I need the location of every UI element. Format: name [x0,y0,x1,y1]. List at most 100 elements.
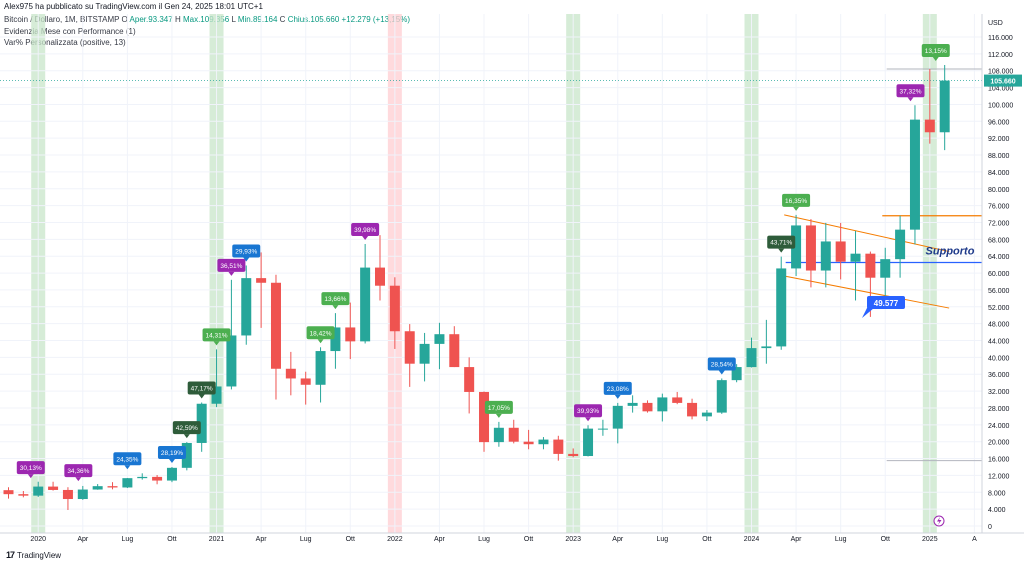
value-callout: 49.577 [862,296,905,318]
candle-body [196,403,207,443]
x-tick-label: Ott [881,536,890,543]
performance-label-text: 37,32% [899,88,921,95]
current-price-text: 105.660 [990,79,1015,86]
open-label: O [121,15,128,24]
lightning-icon [933,515,945,527]
candle [791,214,802,277]
candle [92,484,103,490]
performance-label-text: 39,98% [354,227,376,234]
symbol-name: Bitcoin / Dollaro, 1M, BITSTAMP [4,15,120,24]
candle [166,466,177,483]
performance-label-pointer [183,434,190,439]
grid [0,14,982,533]
candle-body [835,241,846,262]
candle-body [716,380,727,413]
performance-label-pointer [907,97,914,102]
performance-label-box [921,44,950,58]
performance-label: 13,66% [321,292,350,310]
low-label: L [231,15,236,24]
performance-label-pointer [793,206,800,211]
candle [701,410,712,422]
candle [538,437,549,450]
candle [672,391,683,405]
performance-label-pointer [168,458,175,463]
indicator-legend-1[interactable]: Evidenzia Mese con Performance (1) [4,27,136,36]
y-tick-label: 40.000 [988,355,1010,362]
x-tick-label: Lug [656,536,668,543]
performance-label-text: 29,93% [235,248,257,255]
performance-labels: 30,13% 34,36% 24,35% 28,19% 42,59% 47,17% 14,3… [16,44,975,482]
y-tick-label: 96.000 [988,119,1010,126]
performance-label: 37,32% [896,84,925,102]
candle-body [850,253,861,262]
candle-body [449,334,460,368]
performance-label-text: 16,35% [785,198,807,205]
candle-body [583,428,594,457]
x-tick-label: Ott [167,536,176,543]
performance-label-pointer [243,257,250,262]
performance-label-pointer [932,57,939,62]
x-tick-label: Lug [835,536,847,543]
y-tick-label: 0 [988,524,992,531]
candle-body [909,119,920,230]
candle [33,481,44,497]
candle [523,429,534,450]
support-text: Supporto [926,246,975,258]
y-tick-label: 24.000 [988,423,1010,430]
x-tick-label: 2023 [565,536,581,543]
performance-label-text: 34,36% [67,468,89,475]
performance-label: 43,71% [767,235,796,253]
candle-body [523,441,534,445]
candle-body [895,229,906,260]
candles [3,65,950,510]
symbol-legend[interactable]: Bitcoin / Dollaro, 1M, BITSTAMP O Aper.9… [4,15,410,25]
performance-label-pointer [198,394,205,399]
candle-body [820,241,831,271]
candle-body [137,476,148,479]
candle [939,65,950,151]
x-tick-label: 2022 [387,536,403,543]
candle [850,230,861,301]
performance-label: 30,13% [16,461,45,479]
low-value: Min.89.164 [237,15,278,24]
performance-label-box [157,445,186,459]
y-tick-label: 60.000 [988,271,1010,278]
candle-body [479,391,490,443]
performance-label-box [767,235,796,249]
x-tick-label: Apr [791,536,803,543]
candle [746,337,757,368]
performance-label: 39,98% [351,222,380,240]
tradingview-brand[interactable]: 17 TradingView [6,550,61,560]
candle-body [538,439,549,445]
indicator-legend-2[interactable]: Var% Personalizzata (positive, 13) [4,38,126,47]
candle-body [672,397,683,403]
y-tick-label: 112.000 [988,52,1013,59]
y-tick-label: 44.000 [988,339,1010,346]
performance-label-text: 13,66% [324,296,346,303]
performance-label-box [172,421,201,435]
candle [449,326,460,368]
candle-body [597,428,608,430]
performance-label-pointer [124,465,131,470]
candle [479,391,490,452]
performance-label-box [484,400,513,414]
candle-body [701,412,712,417]
performance-label: 23,08% [603,381,632,399]
performance-label: 28,19% [157,445,186,463]
candle-body [642,402,653,412]
performance-label: 24,35% [113,452,142,470]
performance-label-text: 42,59% [176,425,198,432]
candle [152,474,163,485]
performance-label-pointer [778,248,785,253]
y-tick-label: 108.000 [988,69,1013,76]
candle [241,265,252,345]
candle-body [508,427,519,442]
candle-body [3,490,14,495]
candle [820,222,831,288]
y-tick-label: 48.000 [988,322,1010,329]
candle [345,302,356,360]
performance-label-text: 28,19% [161,450,183,457]
candle-body [241,278,252,336]
candle-body [18,494,29,496]
